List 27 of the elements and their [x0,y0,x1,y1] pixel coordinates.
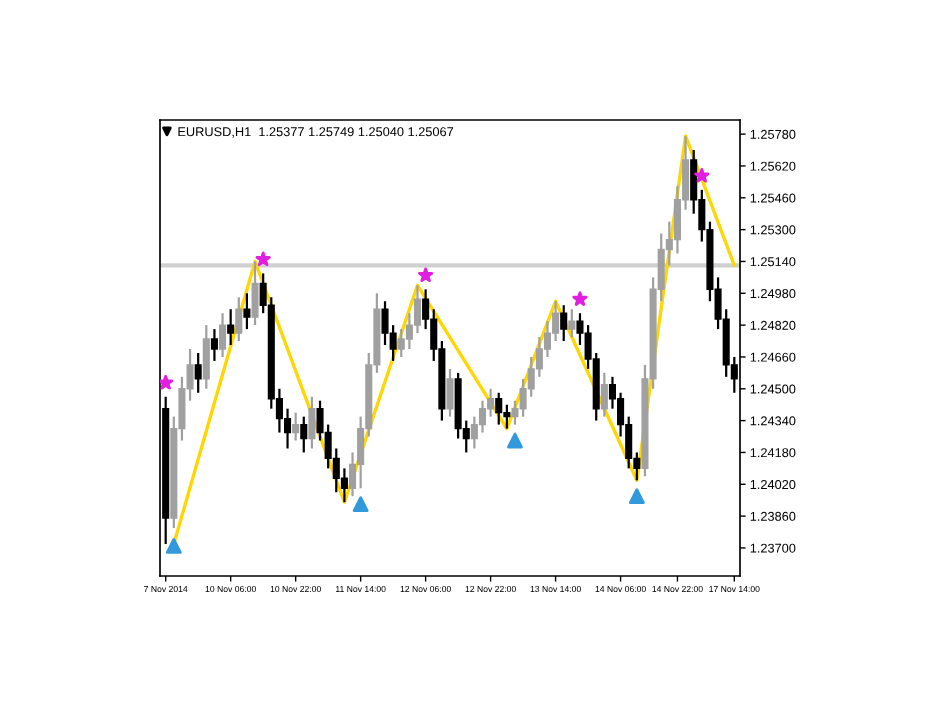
point [160,374,174,390]
candlestick [308,395,316,450]
candlestick [495,391,503,426]
point [165,538,182,554]
candlestick [292,411,300,442]
point [255,251,271,267]
point [572,291,588,306]
candlestick [568,308,576,339]
point [507,432,523,449]
candlestick [227,308,235,347]
candlestick [413,284,422,335]
candlestick [560,304,568,343]
candlestick [219,312,227,359]
candlestick [243,292,251,331]
candlestick [202,324,210,390]
candlestick [194,351,202,394]
point [628,488,645,505]
point [694,168,710,183]
point [352,496,369,513]
candlestick [478,399,487,434]
candlestick [210,327,218,363]
point [418,267,434,283]
candlestick [446,367,454,418]
candlestick [600,371,608,418]
candlestick [300,415,308,454]
candlestick [251,260,259,327]
candlestick [235,296,243,343]
